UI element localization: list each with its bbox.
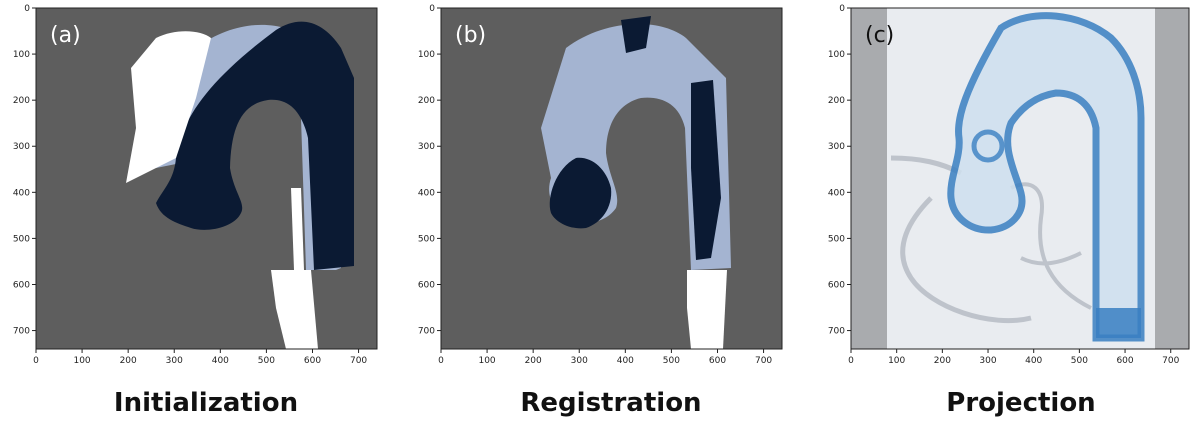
x-tick-label: 0 <box>438 356 444 366</box>
x-tick-label: 100 <box>478 356 495 366</box>
x-tick-label: 300 <box>979 356 996 366</box>
y-tick-label: 200 <box>418 96 435 106</box>
panel-caption: Registration <box>520 388 702 418</box>
x-tick-label: 400 <box>617 356 634 366</box>
y-tick-label: 500 <box>13 234 30 244</box>
plot-frame <box>440 7 783 350</box>
dark-vessel-region-lower <box>549 157 612 229</box>
projection-plot: 0 100 200 300 400 500 600 700 0 100 200 300 400 500 60… <box>828 4 1190 366</box>
registration-plot: 0 100 200 300 400 500 600 700 0 100 200 300 400 500 60… <box>418 4 783 366</box>
panel-label: (c) <box>865 23 894 48</box>
y-tick-label: 300 <box>418 142 435 152</box>
x-tick-label: 300 <box>571 356 588 366</box>
y-tick-label: 500 <box>828 234 845 244</box>
image-area <box>441 8 782 349</box>
plot-frame <box>850 7 1190 350</box>
vessel-base <box>1096 308 1141 338</box>
panel-projection: 0 100 200 300 400 500 600 700 0 100 200 300 400 500 60… <box>815 0 1190 429</box>
panel-label: (b) <box>455 23 486 48</box>
dark-vessel-region-top <box>621 16 651 53</box>
x-tick-label: 400 <box>212 356 229 366</box>
y-tick-label: 700 <box>13 327 30 337</box>
x-tick-label: 300 <box>166 356 183 366</box>
vessel-ring <box>971 129 1005 163</box>
y-tick-label: 400 <box>13 188 30 198</box>
x-tick-label: 500 <box>1071 356 1088 366</box>
y-tick-label: 100 <box>418 50 435 60</box>
dark-vessel-region <box>691 80 721 260</box>
y-tick-label: 600 <box>418 280 435 290</box>
panel-caption: Initialization <box>113 388 299 418</box>
y-tick-label: 700 <box>828 327 845 337</box>
white-region-bottom <box>271 270 318 349</box>
white-region-left <box>126 31 211 183</box>
y-tick-label: 400 <box>418 188 435 198</box>
x-tick-label: 700 <box>755 356 772 366</box>
x-tick-label: 600 <box>709 356 726 366</box>
y-tick-label: 200 <box>13 96 30 106</box>
y-tick-label: 600 <box>13 280 30 290</box>
y-tick-label: 100 <box>13 50 30 60</box>
y-tick-label: 600 <box>828 280 845 290</box>
x-tick-label: 500 <box>663 356 680 366</box>
y-tick-label: 300 <box>828 142 845 152</box>
initialization-plot: 0 100 200 300 400 500 600 700 0 100 200 300 400 500 60… <box>13 4 378 366</box>
x-tick-label: 0 <box>848 356 854 366</box>
panel-label: (a) <box>50 23 81 48</box>
x-tick-label: 600 <box>304 356 321 366</box>
y-tick-label: 100 <box>828 50 845 60</box>
x-tick-label: 700 <box>1162 356 1179 366</box>
y-tick-label: 0 <box>839 4 845 14</box>
dark-vessel-region <box>156 21 354 271</box>
image-area <box>36 8 377 349</box>
white-region-bottom <box>687 270 727 349</box>
panel-caption: Projection <box>946 388 1096 418</box>
y-tick-label: 0 <box>429 4 435 14</box>
white-stripe <box>291 188 304 270</box>
tubing-right <box>1010 182 1092 310</box>
x-tick-label: 200 <box>934 356 951 366</box>
x-tick-label: 400 <box>1025 356 1042 366</box>
y-tick-label: 0 <box>24 4 30 14</box>
x-tick-label: 700 <box>350 356 367 366</box>
right-side-band <box>1155 8 1189 349</box>
left-side-band <box>851 8 887 349</box>
y-tick-label: 400 <box>828 188 845 198</box>
panel-initialization: 0 100 200 300 400 500 600 700 0 100 200 300 400 500 60… <box>0 0 378 429</box>
y-tick-label: 200 <box>828 96 845 106</box>
y-tick-label: 300 <box>13 142 30 152</box>
x-tick-label: 200 <box>120 356 137 366</box>
image-area <box>851 8 1189 349</box>
x-tick-label: 200 <box>525 356 542 366</box>
aortic-vessel <box>947 12 1145 342</box>
x-tick-label: 600 <box>1116 356 1133 366</box>
y-tick-label: 700 <box>418 327 435 337</box>
panel-registration: 0 100 200 300 400 500 600 700 0 100 200 300 400 500 60… <box>405 0 783 429</box>
x-tick-label: 100 <box>888 356 905 366</box>
x-tick-label: 100 <box>73 356 90 366</box>
x-tick-label: 500 <box>258 356 275 366</box>
x-tick-label: 0 <box>33 356 39 366</box>
y-tick-label: 500 <box>418 234 435 244</box>
plot-frame <box>35 7 378 350</box>
